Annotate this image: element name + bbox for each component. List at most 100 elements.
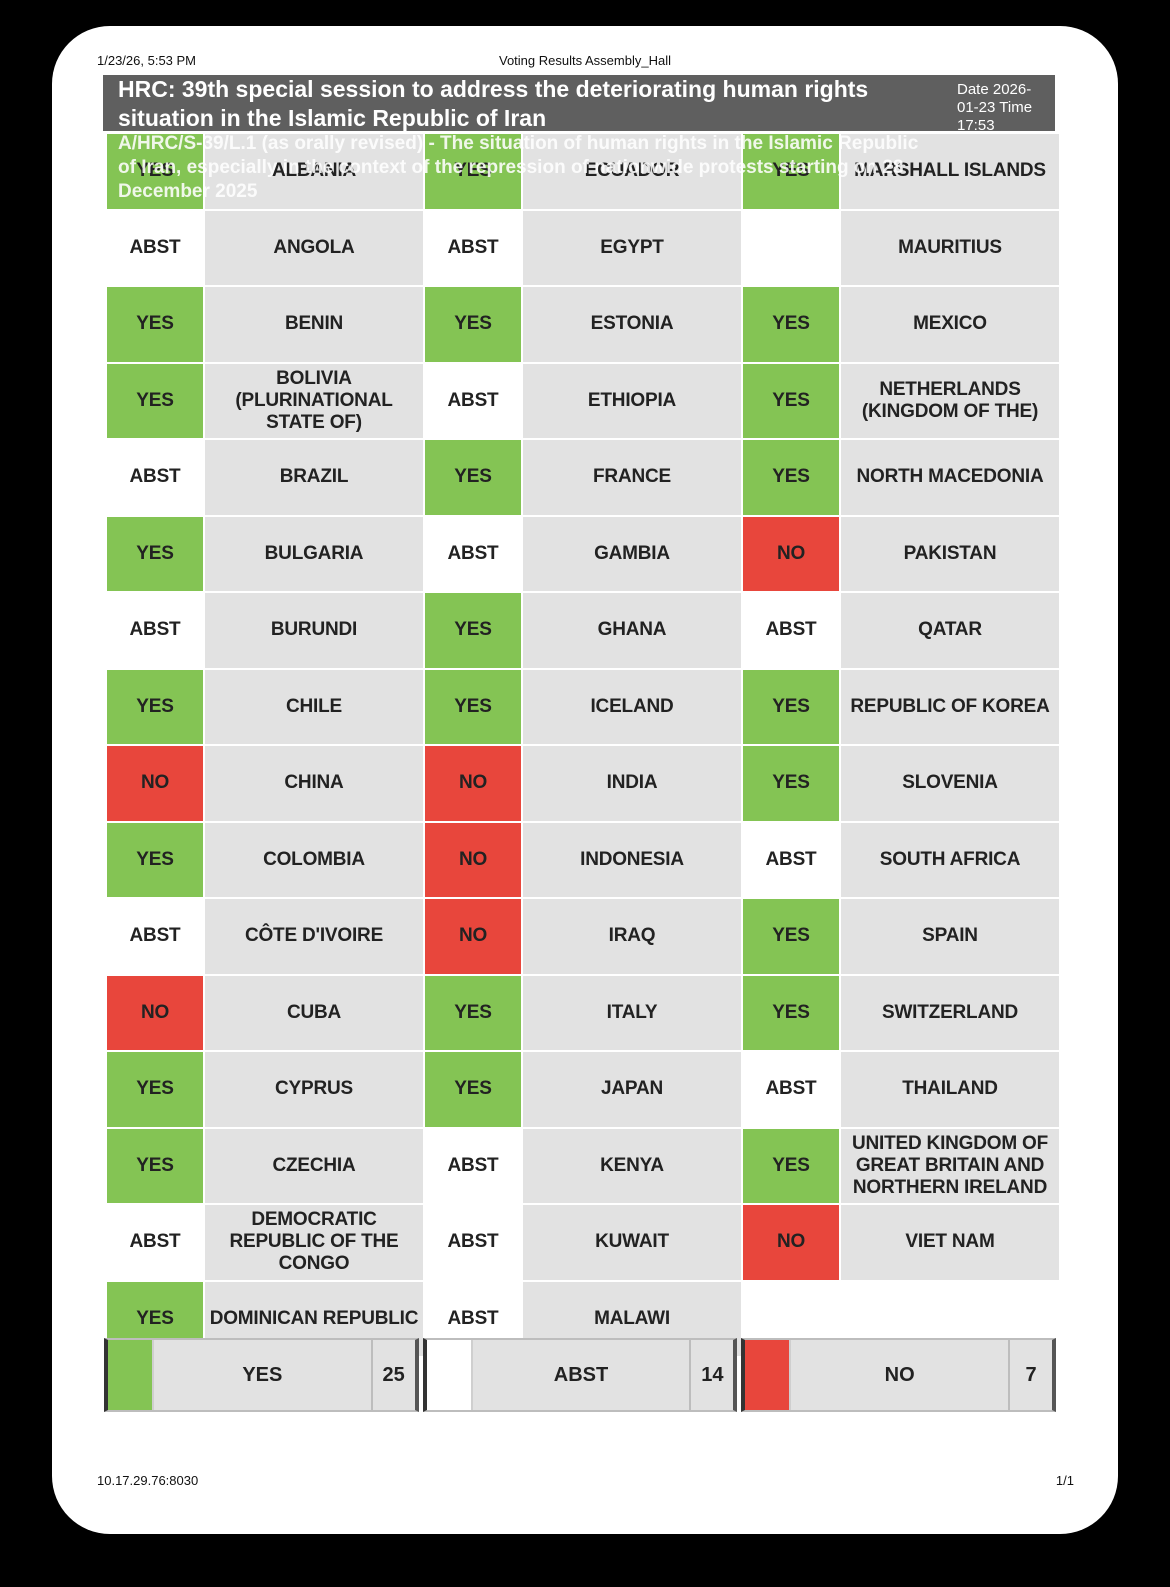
country-name: NETHERLANDS (KINGDOM OF THE) [841,363,1059,438]
total-no: NO 7 [741,1338,1057,1412]
no-swatch [745,1340,790,1410]
vote-cell: YES [425,975,521,1050]
vote-cell: ABST [425,210,521,285]
abst-swatch [426,1340,471,1410]
country-name: THAILAND [841,1052,1059,1127]
vote-cell: YES [425,669,521,744]
country-name: PAKISTAN [841,516,1059,591]
vote-cell: NO [425,822,521,897]
country-name: CUBA [205,975,423,1050]
vote-cell: ABST [743,593,839,668]
country-name: ECUADOR [523,134,741,209]
total-abst: ABST 14 [422,1338,738,1412]
vote-cell: YES [743,363,839,438]
vote-cell: YES [743,134,839,209]
vote-cell: YES [743,899,839,974]
title-banner [103,75,1055,131]
vote-cell: YES [107,363,203,438]
country-name: QATAR [841,593,1059,668]
vote-cell: NO [743,516,839,591]
vote-cell: YES [425,287,521,362]
vote-cell: YES [107,1052,203,1127]
country-name: KUWAIT [523,1205,741,1280]
country-name: BULGARIA [205,516,423,591]
vote-cell: YES [107,1128,203,1203]
vote-cell: ABST [743,822,839,897]
session-date-time: Date 2026-01-23 Time 17:53 [957,81,1033,134]
vote-cell: YES [107,669,203,744]
print-title: Voting Results Assembly_Hall [499,53,671,68]
vote-cell: ABST [107,593,203,668]
vote-grid: YES ALBANIA YES ECUADOR YES MARSHALL ISLANDS A… [107,134,1059,1356]
vote-cell: NO [107,975,203,1050]
country-name: BENIN [205,287,423,362]
vote-cell: ABST [425,516,521,591]
vote-totals: YES 25 ABST 14 NO 7 [104,1338,1057,1412]
vote-cell: YES [425,1052,521,1127]
country-name: FRANCE [523,440,741,515]
vote-cell: YES [743,975,839,1050]
vote-cell: ABST [107,899,203,974]
vote-cell: YES [107,287,203,362]
vote-cell: YES [425,134,521,209]
country-name: BRAZIL [205,440,423,515]
vote-cell: YES [107,134,203,209]
country-name: VIET NAM [841,1205,1059,1280]
country-name: SLOVENIA [841,746,1059,821]
country-name: SWITZERLAND [841,975,1059,1050]
resolution-title: A/HRC/S-39/L.1 (as orally revised) - The… [118,133,919,202]
vote-cell: YES [107,516,203,591]
country-name: ESTONIA [523,287,741,362]
vote-cell: YES [425,440,521,515]
session-title: HRC: 39th special session to address the… [118,76,869,131]
vote-cell: ABST [425,1128,521,1203]
vote-cell: ABST [107,210,203,285]
country-name: INDIA [523,746,741,821]
total-no-label: NO [789,1340,1008,1410]
vote-cell: YES [743,669,839,744]
country-name: ALBANIA [205,134,423,209]
vote-cell: YES [107,822,203,897]
country-name: ANGOLA [205,210,423,285]
total-abst-label: ABST [470,1340,690,1410]
country-name: MEXICO [841,287,1059,362]
total-yes: YES 25 [104,1338,419,1412]
vote-cell: ABST [107,440,203,515]
country-name: SPAIN [841,899,1059,974]
country-name: BURUNDI [205,593,423,668]
country-name: EGYPT [523,210,741,285]
country-name: BOLIVIA (PLURINATIONAL STATE OF) [205,363,423,438]
country-name: SOUTH AFRICA [841,822,1059,897]
country-name: UNITED KINGDOM OF GREAT BRITAIN AND NORT… [841,1128,1059,1203]
print-url: 10.17.29.76:8030 [97,1473,199,1488]
country-name: GAMBIA [523,516,741,591]
country-name: COLOMBIA [205,822,423,897]
country-name: CHILE [205,669,423,744]
vote-cell: ABST [107,1205,203,1280]
country-name: CÔTE D'IVOIRE [205,899,423,974]
country-name: ETHIOPIA [523,363,741,438]
country-name: IRAQ [523,899,741,974]
print-datetime: 1/23/26, 5:53 PM [97,53,197,68]
country-name: DEMOCRATIC REPUBLIC OF THE CONGO [205,1205,423,1280]
total-yes-count: 25 [370,1340,415,1410]
vote-cell: YES [743,1128,839,1203]
vote-cell: ABST [425,363,521,438]
country-name: NORTH MACEDONIA [841,440,1059,515]
country-name: GHANA [523,593,741,668]
country-name: KENYA [523,1128,741,1203]
country-name: ITALY [523,975,741,1050]
country-name: ICELAND [523,669,741,744]
vote-cell: NO [425,746,521,821]
vote-cell: ABST [743,1052,839,1127]
vote-cell: YES [743,287,839,362]
total-no-count: 7 [1008,1340,1052,1410]
vote-cell: ABST [425,1205,521,1280]
country-name: JAPAN [523,1052,741,1127]
country-name: MARSHALL ISLANDS [841,134,1059,209]
yes-swatch [108,1340,152,1410]
country-name: INDONESIA [523,822,741,897]
vote-cell: NO [425,899,521,974]
country-name: CZECHIA [205,1128,423,1203]
vote-cell: YES [743,440,839,515]
